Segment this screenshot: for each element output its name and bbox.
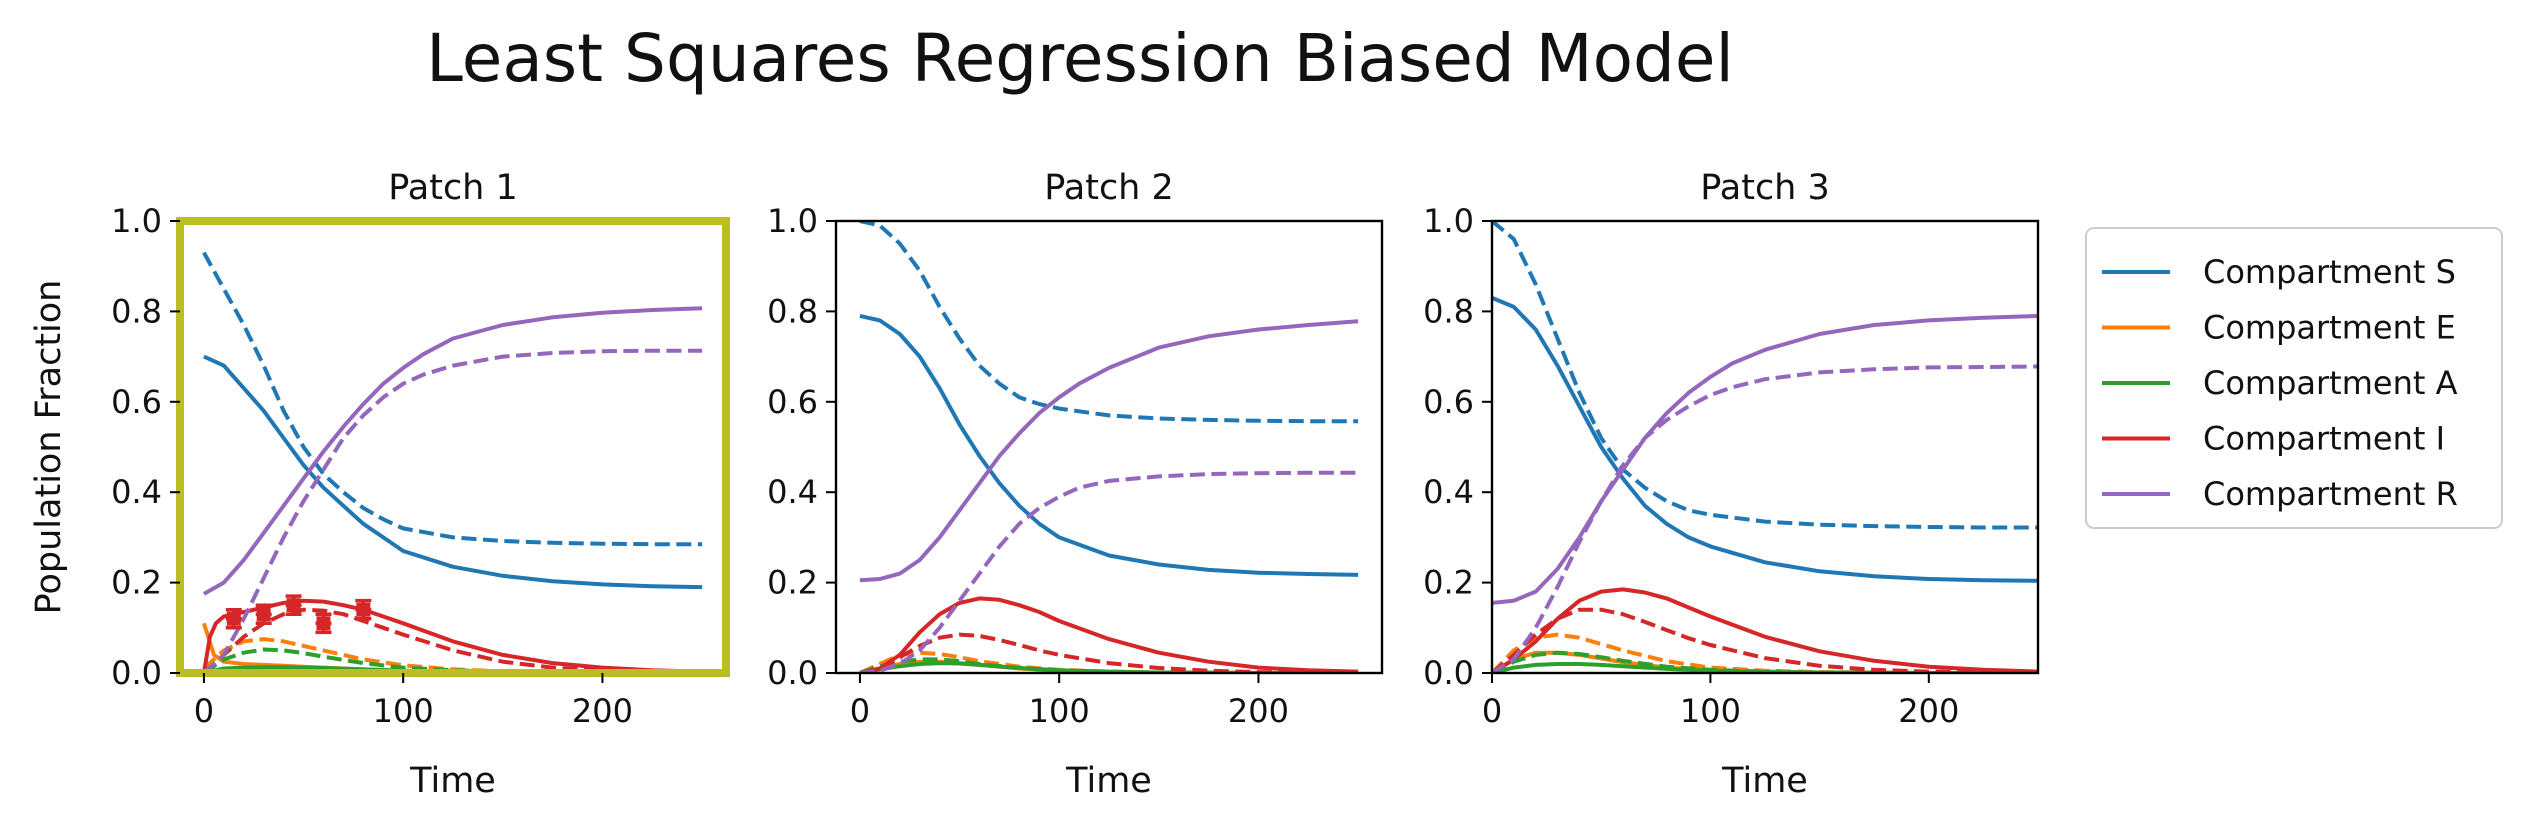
- series-line-compartment-r-dashed: [1492, 364, 2038, 673]
- legend-label: Compartment I: [2203, 420, 2445, 458]
- y-tick-label: 0.6: [1423, 383, 1474, 421]
- y-tick-label: 0.6: [111, 383, 162, 421]
- series-line-compartment-r-solid: [202, 306, 703, 596]
- y-tick-label: 1.0: [1423, 202, 1474, 240]
- legend-label: Compartment R: [2203, 475, 2458, 513]
- subplot-2: 0 100 200 0.0 0.2 0.4 0.6 0.8 1.0 Patch 2 Time: [767, 168, 1384, 801]
- x-axis-label: Time: [1065, 761, 1152, 801]
- series-line-compartment-s-dashed: [202, 251, 703, 547]
- x-axis-label: Time: [1721, 761, 1808, 801]
- y-tick-label: 0.0: [111, 654, 162, 692]
- series-line-compartment-s-dashed: [1492, 221, 2038, 530]
- x-axis-label: Time: [409, 761, 496, 801]
- series-line-compartment-r-dashed: [202, 348, 703, 673]
- series-line-compartment-s-solid: [859, 313, 1359, 577]
- series-line-compartment-i-dashed: [859, 632, 1359, 673]
- y-tick-label: 0.4: [111, 473, 162, 511]
- y-tick-label: 0.0: [1423, 654, 1474, 692]
- series-line-compartment-r-dashed: [859, 470, 1359, 673]
- y-tick-label: 0.8: [111, 292, 162, 330]
- x-tick-label: 0: [850, 692, 870, 730]
- x-tick-label: 200: [1898, 692, 1959, 730]
- plot-area: [859, 221, 1359, 673]
- series-line-compartment-i-solid: [1492, 587, 2038, 673]
- plot-area: [201, 251, 703, 673]
- series-line-compartment-s-solid: [1492, 295, 2038, 583]
- y-tick-label: 0.8: [1423, 292, 1474, 330]
- series-line-compartment-i-solid: [201, 598, 703, 673]
- data-point-marker: [356, 602, 371, 617]
- highlight-frame: [176, 217, 730, 677]
- y-tick-label: 0.2: [1423, 564, 1474, 602]
- series-line-compartment-i-dashed: [1492, 607, 2038, 673]
- subplot-title: Patch 3: [1700, 168, 1830, 208]
- legend: Compartment S Compartment E Compartment A C…: [2085, 227, 2503, 529]
- figure-title: Least Squares Regression Biased Model: [426, 20, 1734, 97]
- series-line-compartment-s-solid: [203, 354, 703, 590]
- legend-label: Compartment A: [2203, 364, 2458, 402]
- x-tick-label: 0: [1482, 692, 1502, 730]
- y-tick-label: 1.0: [767, 202, 818, 240]
- plot-area: [1492, 221, 2038, 673]
- y-tick-label: 0.4: [767, 473, 818, 511]
- series-line-compartment-s-dashed: [859, 221, 1359, 424]
- axes-frame: [834, 219, 1384, 675]
- y-tick-label: 1.0: [111, 202, 162, 240]
- x-tick-label: 100: [1680, 692, 1741, 730]
- subplot-title: Patch 2: [1044, 168, 1174, 208]
- legend-box: [2085, 227, 2503, 529]
- x-tick-label: 100: [373, 692, 434, 730]
- legend-label: Compartment S: [2203, 253, 2456, 291]
- y-tick-label: 0.2: [111, 564, 162, 602]
- y-tick-label: 0.4: [1423, 473, 1474, 511]
- x-tick-label: 200: [572, 692, 633, 730]
- subplot-1: 0 100 200 0.0 0.2 0.4 0.6 0.8 1.0 Patch 1 Time: [111, 168, 730, 801]
- y-tick-label: 0.8: [767, 292, 818, 330]
- y-axis-label: Population Fraction: [29, 280, 69, 615]
- legend-label: Compartment E: [2203, 309, 2456, 347]
- y-tick-label: 0.6: [767, 383, 818, 421]
- data-point-marker: [316, 616, 331, 631]
- x-tick-label: 100: [1029, 692, 1090, 730]
- series-line-compartment-r-solid: [859, 319, 1359, 583]
- x-tick-label: 200: [1228, 692, 1289, 730]
- data-point-marker: [226, 611, 241, 626]
- subplots-group: 0 100 200 0.0 0.2 0.4 0.6 0.8 1.0 Patch 1 Time 0 100…: [29, 168, 2040, 801]
- y-tick-label: 0.0: [767, 654, 818, 692]
- data-point-marker: [286, 598, 301, 613]
- series-line-compartment-i-solid: [859, 596, 1359, 673]
- series-line-compartment-i-dashed: [202, 607, 703, 673]
- subplot-3: 0 100 200 0.0 0.2 0.4 0.6 0.8 1.0 Patch 3 Time: [1423, 168, 2040, 801]
- x-tick-label: 0: [194, 692, 214, 730]
- axes-frame: [1490, 219, 2040, 675]
- subplot-title: Patch 1: [388, 168, 518, 208]
- series-line-compartment-r-solid: [1492, 313, 2038, 605]
- y-tick-label: 0.2: [767, 564, 818, 602]
- data-point-marker: [256, 607, 271, 622]
